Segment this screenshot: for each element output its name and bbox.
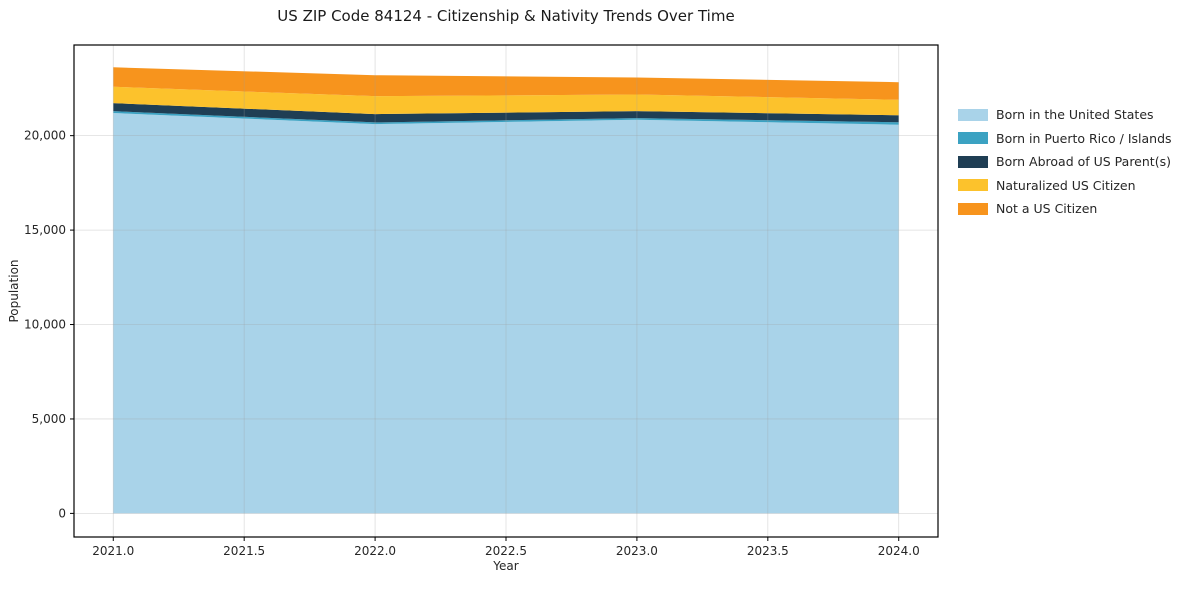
- legend-label: Born in Puerto Rico / Islands: [996, 130, 1172, 146]
- y-axis-label: Population: [7, 259, 21, 323]
- legend-label: Naturalized US Citizen: [996, 177, 1136, 193]
- y-tick-label: 15,000: [24, 223, 66, 237]
- legend-item-not-a-us-citizen: Not a US Citizen: [958, 197, 1172, 221]
- legend-swatch-born-in-the-united-states: [958, 108, 988, 121]
- legend-swatch-not-a-us-citizen: [958, 202, 988, 215]
- x-tick-label: 2021.0: [92, 544, 134, 558]
- legend-label: Born Abroad of US Parent(s): [996, 154, 1171, 170]
- x-tick-label: 2022.0: [354, 544, 396, 558]
- legend-item-born-abroad-of-us-parent-s: Born Abroad of US Parent(s): [958, 150, 1172, 174]
- y-tick-label: 0: [58, 506, 66, 520]
- legend-item-born-in-the-united-states: Born in the United States: [958, 103, 1172, 127]
- x-tick-label: 2024.0: [878, 544, 920, 558]
- y-tick-label: 20,000: [24, 129, 66, 143]
- legend-swatch-born-in-puerto-rico-islands: [958, 132, 988, 145]
- x-tick-label: 2021.5: [223, 544, 265, 558]
- legend-swatch-naturalized-us-citizen: [958, 179, 988, 192]
- area-naturalized-us-citizen: [113, 86, 899, 116]
- area-born-abroad-of-us-parent-s: [113, 103, 899, 123]
- x-axis-label: Year: [493, 559, 519, 573]
- x-tick-label: 2023.5: [747, 544, 789, 558]
- y-tick-label: 10,000: [24, 318, 66, 332]
- area-not-a-us-citizen: [113, 67, 899, 100]
- area-born-in-the-united-states: [113, 112, 899, 514]
- legend-item-naturalized-us-citizen: Naturalized US Citizen: [958, 174, 1172, 198]
- x-tick-label: 2022.5: [485, 544, 527, 558]
- legend-item-born-in-puerto-rico-islands: Born in Puerto Rico / Islands: [958, 127, 1172, 151]
- y-tick-label: 5,000: [32, 412, 66, 426]
- legend-label: Born in the United States: [996, 107, 1154, 123]
- legend-swatch-born-abroad-of-us-parent-s: [958, 155, 988, 168]
- chart-title: US ZIP Code 84124 - Citizenship & Nativi…: [277, 7, 735, 25]
- legend: Born in the United States Born in Puerto …: [958, 103, 1172, 221]
- x-tick-label: 2023.0: [616, 544, 658, 558]
- area-born-in-puerto-rico-islands: [113, 111, 899, 125]
- legend-label: Not a US Citizen: [996, 201, 1098, 217]
